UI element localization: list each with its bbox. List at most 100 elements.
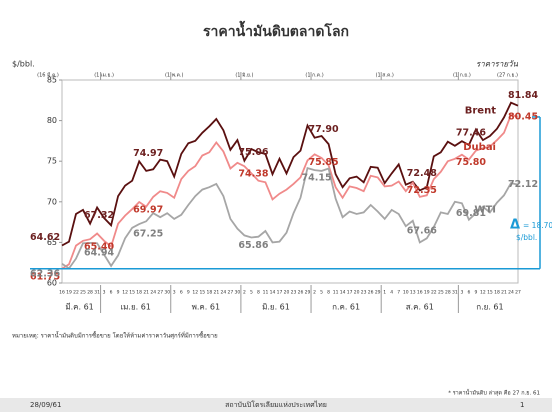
x-tick-label: 12 xyxy=(192,290,198,296)
x-tick-label: 15 xyxy=(199,290,205,296)
period-marker: (1 มิ.ย.) xyxy=(235,72,253,79)
x-tick-label: 17 xyxy=(277,290,283,296)
x-tick-label: 14 xyxy=(340,290,346,296)
x-tick-label: 28 xyxy=(445,290,451,296)
daily-label: ราคารายวัน xyxy=(476,60,519,69)
x-tick-label: 11 xyxy=(333,290,339,296)
y-tick-label: 85 xyxy=(47,76,57,85)
x-tick-label: 18 xyxy=(136,290,142,296)
x-tick-label: 12 xyxy=(480,290,486,296)
x-tick-label: 29 xyxy=(375,290,381,296)
x-tick-label: 27 xyxy=(157,290,163,296)
x-tick-label: 24 xyxy=(508,290,514,296)
x-tick-label: 10 xyxy=(403,290,409,296)
x-tick-label: 22 xyxy=(73,290,79,296)
x-tick-label: 16 xyxy=(417,290,423,296)
x-tick-label: 5 xyxy=(320,290,323,296)
chart-title: ราคาน้ำมันดิบตลาดโลก xyxy=(203,20,349,40)
month-label: ก.ย. 61 xyxy=(476,303,503,312)
page-number: 1 xyxy=(520,401,524,409)
value-label: 62.36 xyxy=(30,268,60,279)
x-tick-label: 20 xyxy=(354,290,360,296)
x-tick-label: 25 xyxy=(438,290,444,296)
delta-text: = 18.70 xyxy=(523,221,552,230)
value-label: 81.84 xyxy=(508,90,538,101)
x-tick-label: 6 xyxy=(180,290,183,296)
x-tick-label: 9 xyxy=(474,290,477,296)
x-tick-label: 27 xyxy=(228,290,234,296)
x-tick-label: 12 xyxy=(122,290,128,296)
x-tick-label: 1 xyxy=(383,290,386,296)
series-line xyxy=(61,101,519,247)
value-label: 72.48 xyxy=(407,168,437,179)
value-label: 75.06 xyxy=(238,147,268,158)
y-tick-label: 80 xyxy=(47,116,57,125)
series-line xyxy=(61,113,519,270)
footer-date: 28/09/61 xyxy=(30,401,61,409)
value-label: 74.97 xyxy=(133,148,163,159)
x-tick-label: 23 xyxy=(291,290,297,296)
x-tick-label: 9 xyxy=(117,290,120,296)
period-marker: (1 เม.ย.) xyxy=(94,73,114,79)
x-tick-label: 19 xyxy=(424,290,430,296)
footer-bar xyxy=(0,398,552,412)
period-marker: (1 ก.ย.) xyxy=(453,73,471,79)
value-label: 72.35 xyxy=(407,185,437,196)
x-tick-label: 31 xyxy=(94,290,100,296)
x-tick-label: 8 xyxy=(257,290,260,296)
value-label: 77.90 xyxy=(309,124,339,135)
x-tick-label: 15 xyxy=(129,290,135,296)
x-tick-label: 24 xyxy=(220,290,226,296)
delta-unit: $/bbl. xyxy=(516,233,537,242)
value-label: 75.80 xyxy=(456,157,486,168)
period-marker: (1 ก.ค.) xyxy=(305,73,323,79)
value-label: 64.62 xyxy=(30,232,60,243)
month-label: ส.ค. 61 xyxy=(406,303,434,312)
x-tick-label: 7 xyxy=(397,290,400,296)
x-tick-label: 8 xyxy=(327,290,330,296)
legend-label: Brent xyxy=(465,106,496,117)
x-tick-label: 24 xyxy=(150,290,156,296)
x-tick-label: 5 xyxy=(250,290,253,296)
value-label: 80.45 xyxy=(508,111,538,122)
x-tick-label: 31 xyxy=(452,290,458,296)
delta-symbol: Δ xyxy=(510,218,520,233)
x-tick-label: 18 xyxy=(206,290,212,296)
footer-org: สถาบันปิโตรเลียมแห่งประเทศไทย xyxy=(225,400,327,409)
x-tick-label: 26 xyxy=(298,290,304,296)
x-tick-label: 9 xyxy=(187,290,190,296)
x-tick-label: 3 xyxy=(460,290,463,296)
x-tick-label: 30 xyxy=(235,290,241,296)
x-tick-label: 29 xyxy=(305,290,311,296)
x-tick-label: 2 xyxy=(313,290,316,296)
value-label: 75.85 xyxy=(309,157,339,168)
x-tick-label: 6 xyxy=(467,290,470,296)
value-label: 72.12 xyxy=(508,179,538,190)
x-tick-label: 3 xyxy=(103,290,106,296)
value-label: 74.38 xyxy=(238,169,268,180)
note: หมายเหตุ: ราคาน้ำมันดิบมีการซื้อขาย โดยใ… xyxy=(12,330,218,340)
x-tick-label: 19 xyxy=(66,290,72,296)
y-tick-label: 75 xyxy=(47,157,57,166)
x-tick-label: 30 xyxy=(164,290,170,296)
x-tick-label: 17 xyxy=(347,290,353,296)
x-tick-label: 18 xyxy=(494,290,500,296)
value-label: 67.25 xyxy=(133,229,163,240)
legend-label: Dubai xyxy=(463,142,496,153)
y-tick-label: 70 xyxy=(47,197,57,206)
value-label: 74.15 xyxy=(302,173,332,184)
value-label: 77.46 xyxy=(456,128,486,139)
x-tick-label: 20 xyxy=(284,290,290,296)
x-tick-label: 26 xyxy=(368,290,374,296)
month-label: มิ.ย. 61 xyxy=(262,303,290,312)
x-tick-label: 25 xyxy=(80,290,86,296)
value-label: 64.94 xyxy=(84,247,114,258)
x-tick-label: 23 xyxy=(361,290,367,296)
y-axis-label: $/bbl. xyxy=(12,60,35,69)
x-tick-label: 2 xyxy=(243,290,246,296)
x-tick-label: 6 xyxy=(110,290,113,296)
latest-note: * ราคาน้ำมันดิบ ล่าสุด คือ 27 ก.ย. 61 xyxy=(448,389,540,397)
x-tick-label: 21 xyxy=(143,290,149,296)
period-marker: (1 พ.ค.) xyxy=(165,73,184,79)
